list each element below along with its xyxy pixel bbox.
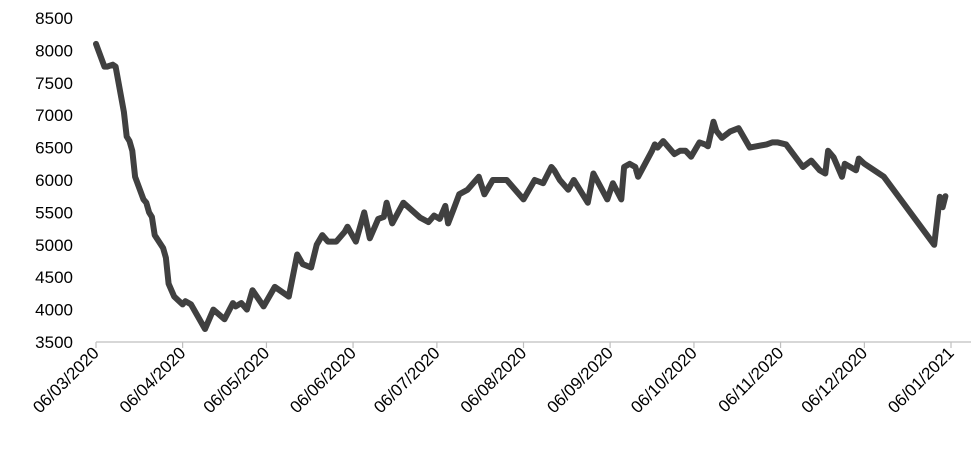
- y-tick-label: 5500: [35, 203, 73, 222]
- x-tick-label: 06/11/2020: [715, 343, 788, 416]
- y-tick-label: 6500: [35, 139, 73, 158]
- x-tick-label: 06/03/2020: [29, 343, 103, 417]
- series-layer: [93, 40, 949, 332]
- y-tick-label: 3500: [35, 333, 73, 352]
- x-tick-label: 06/08/2020: [457, 343, 531, 417]
- y-tick-label: 4500: [35, 268, 73, 287]
- x-tick-label: 06/06/2020: [286, 343, 360, 417]
- y-tick-label: 4000: [35, 301, 73, 320]
- y-axis: 3500 4000 4500 5000 5500 6000 6500 7000 7500 8000…: [35, 9, 73, 352]
- x-tick-label: 06/01/2021: [884, 343, 958, 417]
- y-tick-label: 8500: [35, 9, 73, 28]
- y-tick-label: 7000: [35, 106, 73, 125]
- y-tick-label: 6000: [35, 171, 73, 190]
- series-line: [93, 40, 949, 332]
- x-axis: 06/03/2020 06/04/2020 06/05/2020 06/06/2020…: [29, 341, 971, 417]
- x-tick-label: 06/09/2020: [543, 343, 617, 417]
- x-tick-label: 06/07/2020: [370, 343, 444, 417]
- y-tick-label: 5000: [35, 236, 73, 255]
- x-tick-label: 06/10/2020: [627, 343, 701, 417]
- x-tick-label: 06/12/2020: [798, 343, 872, 417]
- y-tick-label: 8000: [35, 41, 73, 60]
- x-tick-label: 06/05/2020: [200, 343, 274, 417]
- x-tick-label: 06/04/2020: [116, 343, 190, 417]
- y-tick-label: 7500: [35, 74, 73, 93]
